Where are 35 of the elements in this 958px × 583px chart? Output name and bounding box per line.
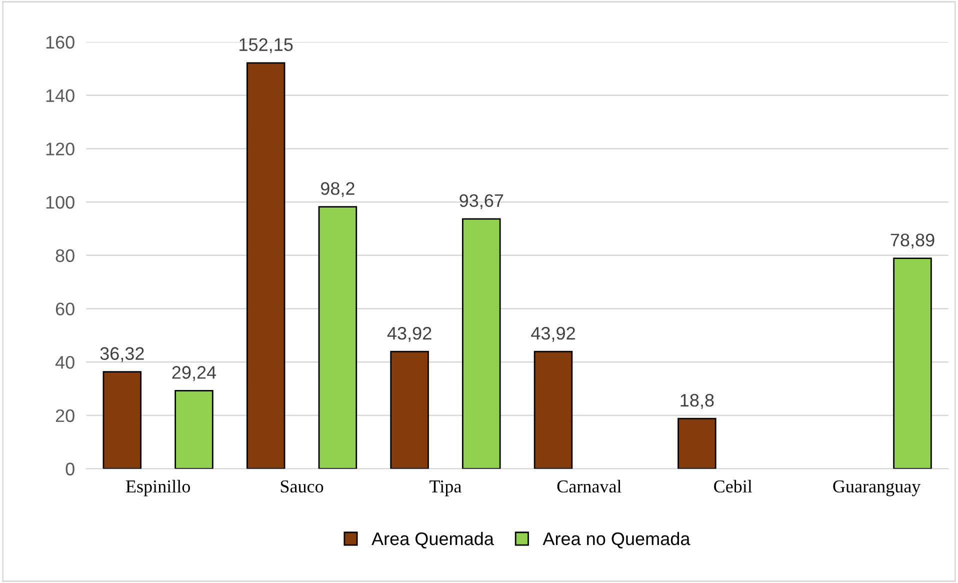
bar — [174, 390, 214, 469]
data-label: 152,15 — [240, 38, 293, 54]
x-tick-label: Sauco — [280, 480, 324, 493]
bar — [102, 371, 142, 469]
bar — [318, 206, 358, 469]
x-tick-label: Espinillo — [126, 480, 190, 496]
data-label: 78,89 — [890, 234, 934, 249]
legend-label: Area Quemada — [372, 532, 494, 548]
y-tick-label: 160 — [46, 36, 74, 49]
x-tick-label: Tipa — [430, 480, 462, 496]
y-tick-label: 100 — [46, 196, 74, 209]
y-tick-label: 120 — [46, 142, 74, 156]
y-tick-label: 140 — [46, 89, 74, 102]
x-tick-label: Cebil — [714, 480, 752, 493]
x-tick-label: Carnaval — [557, 480, 622, 493]
data-label: 98,2 — [320, 182, 354, 198]
y-tick-label: 40 — [55, 356, 74, 369]
data-label: 43,92 — [531, 326, 575, 342]
y-tick-label: 0 — [66, 462, 74, 476]
bar — [246, 62, 286, 469]
data-label: 93,67 — [460, 194, 504, 210]
bar — [534, 350, 573, 469]
data-label: 29,24 — [172, 366, 216, 381]
data-label: 43,92 — [387, 326, 432, 342]
y-tick-label: 60 — [56, 302, 74, 316]
data-label: 36,32 — [100, 347, 144, 362]
x-tick-label: Guaranguay — [833, 480, 921, 496]
bar — [462, 218, 501, 469]
legend-label: Area no Quemada — [542, 532, 690, 548]
bar — [678, 418, 716, 469]
bar — [390, 350, 429, 469]
data-label: 18,8 — [680, 394, 714, 409]
y-tick-label: 20 — [56, 409, 74, 422]
bar — [893, 258, 932, 469]
y-tick-label: 80 — [56, 249, 74, 262]
